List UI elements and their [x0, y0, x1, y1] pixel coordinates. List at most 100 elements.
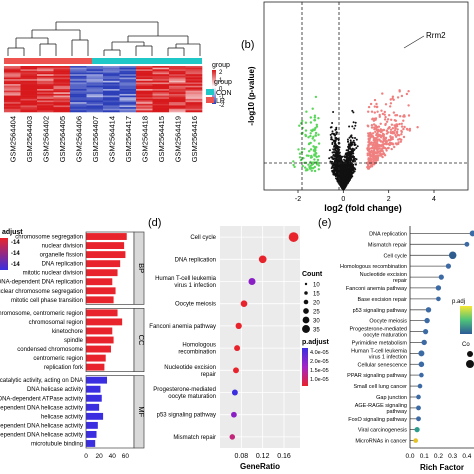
volcano-point-down [311, 137, 314, 140]
volcano-point [333, 170, 336, 173]
volcano-point [331, 132, 334, 135]
heatmap-cell [119, 108, 137, 111]
volcano-point-down [309, 132, 312, 135]
volcano-point-up [393, 124, 396, 127]
lollipop-term-label: Fanconi anemia pathway [346, 286, 407, 292]
volcano-point-up [381, 112, 385, 116]
heatmap-cell [103, 69, 120, 72]
heatmap-cell [70, 107, 87, 110]
go-bar [86, 336, 114, 344]
heatmap-cell [103, 90, 120, 93]
heatmap-cell [37, 67, 54, 70]
volcano-point [345, 156, 348, 159]
volcano-point-up [370, 133, 373, 136]
heatmap-group-legend-title-top: group [212, 62, 230, 69]
heatmap-cell [103, 95, 120, 98]
heatmap-cell [119, 72, 137, 75]
heatmap-cell [20, 82, 38, 85]
volcano-point [343, 165, 346, 168]
volcano-point-up [370, 124, 374, 127]
heatmap-cell [70, 108, 87, 111]
heatmap-cell [53, 69, 71, 72]
heatmap-cell [119, 98, 137, 101]
lollipop-term-label: Homologous recombination [340, 264, 407, 270]
heatmap-column-label: GSM2564418 [140, 116, 149, 162]
volcano-point [342, 186, 345, 189]
volcano-point [330, 156, 333, 159]
heatmap-cell [37, 66, 54, 68]
heatmap-colorbar [212, 70, 216, 104]
lollipop-point [436, 296, 441, 302]
heatmap-cell [4, 77, 21, 80]
volcano-point [331, 169, 334, 172]
go-bar [86, 309, 118, 317]
heatmap-cell [4, 74, 21, 77]
heatmap-cell [103, 102, 120, 105]
go-bar [86, 327, 113, 335]
heatmap-cell [119, 82, 137, 85]
heatmap-cell [37, 87, 54, 90]
volcano-point-up [388, 143, 391, 147]
size-legend-dot-2 [466, 360, 474, 368]
volcano-point-down [309, 121, 313, 124]
heatmap-cell [169, 80, 186, 83]
heatmap-cell [119, 100, 137, 103]
heatmap-cell [20, 79, 38, 82]
heatmap-cell [103, 89, 120, 91]
lollipop-point [464, 241, 470, 247]
heatmap-cell [20, 97, 38, 100]
volcano-point-down [315, 125, 319, 128]
volcano-point-down [313, 114, 317, 117]
volcano-point-up [392, 111, 396, 114]
volcano-point [341, 173, 344, 176]
volcano-point-up [391, 97, 394, 100]
volcano-point-up [367, 110, 370, 113]
heatmap-cell [86, 93, 104, 96]
heatmap-cell [119, 67, 137, 70]
heatmap-cell [4, 110, 21, 113]
heatmap-cell [103, 93, 120, 96]
padj-colorbar-ticks: 4.0e-05 2.0e-05 1.5e-05 1.0e-05 [310, 350, 329, 383]
heatmap-cell [86, 66, 104, 68]
heatmap-cell [185, 79, 203, 82]
dotplot-term-label: Human T-cell leukemia [155, 276, 217, 282]
heatmap-cell [136, 92, 153, 95]
volcano-point-up [407, 104, 410, 107]
volcano-point-up [393, 129, 397, 132]
volcano-point-up [378, 115, 381, 119]
volcano-point-up [400, 122, 403, 126]
heatmap-cell [185, 80, 203, 83]
volcano-point [330, 126, 333, 129]
go-colorbar-tick-3: -14 [11, 262, 20, 268]
heatmap-cell [20, 75, 38, 78]
go-bar [86, 363, 105, 371]
go-term-label: microtubule binding [31, 441, 83, 447]
go-bar [86, 318, 123, 326]
heatmap-cell [70, 102, 87, 105]
volcano-point-up [389, 105, 392, 108]
heatmap-cell [185, 84, 203, 87]
heatmap-cell [185, 90, 203, 93]
heatmap-cell [169, 77, 186, 80]
volcano-point-up [381, 150, 384, 153]
volcano-point-up [396, 96, 400, 99]
dotplot-term-label: virus 1 infection [174, 283, 216, 289]
heatmap-colorbar-tick: 2 [219, 70, 223, 76]
heatmap-cell [53, 100, 71, 103]
volcano-point-up [379, 152, 382, 155]
heatmap-column-label: GSM2564406 [74, 116, 83, 162]
heatmap-cell [185, 82, 203, 85]
heatmap-cell [53, 110, 71, 113]
volcano-point [340, 169, 343, 172]
volcano-point-up [366, 124, 369, 127]
volcano-point-up [373, 137, 376, 141]
lollipop-point [424, 317, 430, 324]
heatmap-cell [20, 100, 38, 103]
heatmap-cell [185, 108, 203, 111]
heatmap-cell [70, 75, 87, 78]
volcano-point [345, 165, 348, 168]
heatmap-cell [4, 87, 21, 90]
heatmap-colorbar-tick: 1 [219, 78, 223, 84]
heatmap-cell [185, 95, 203, 98]
heatmap-cell [119, 95, 137, 98]
